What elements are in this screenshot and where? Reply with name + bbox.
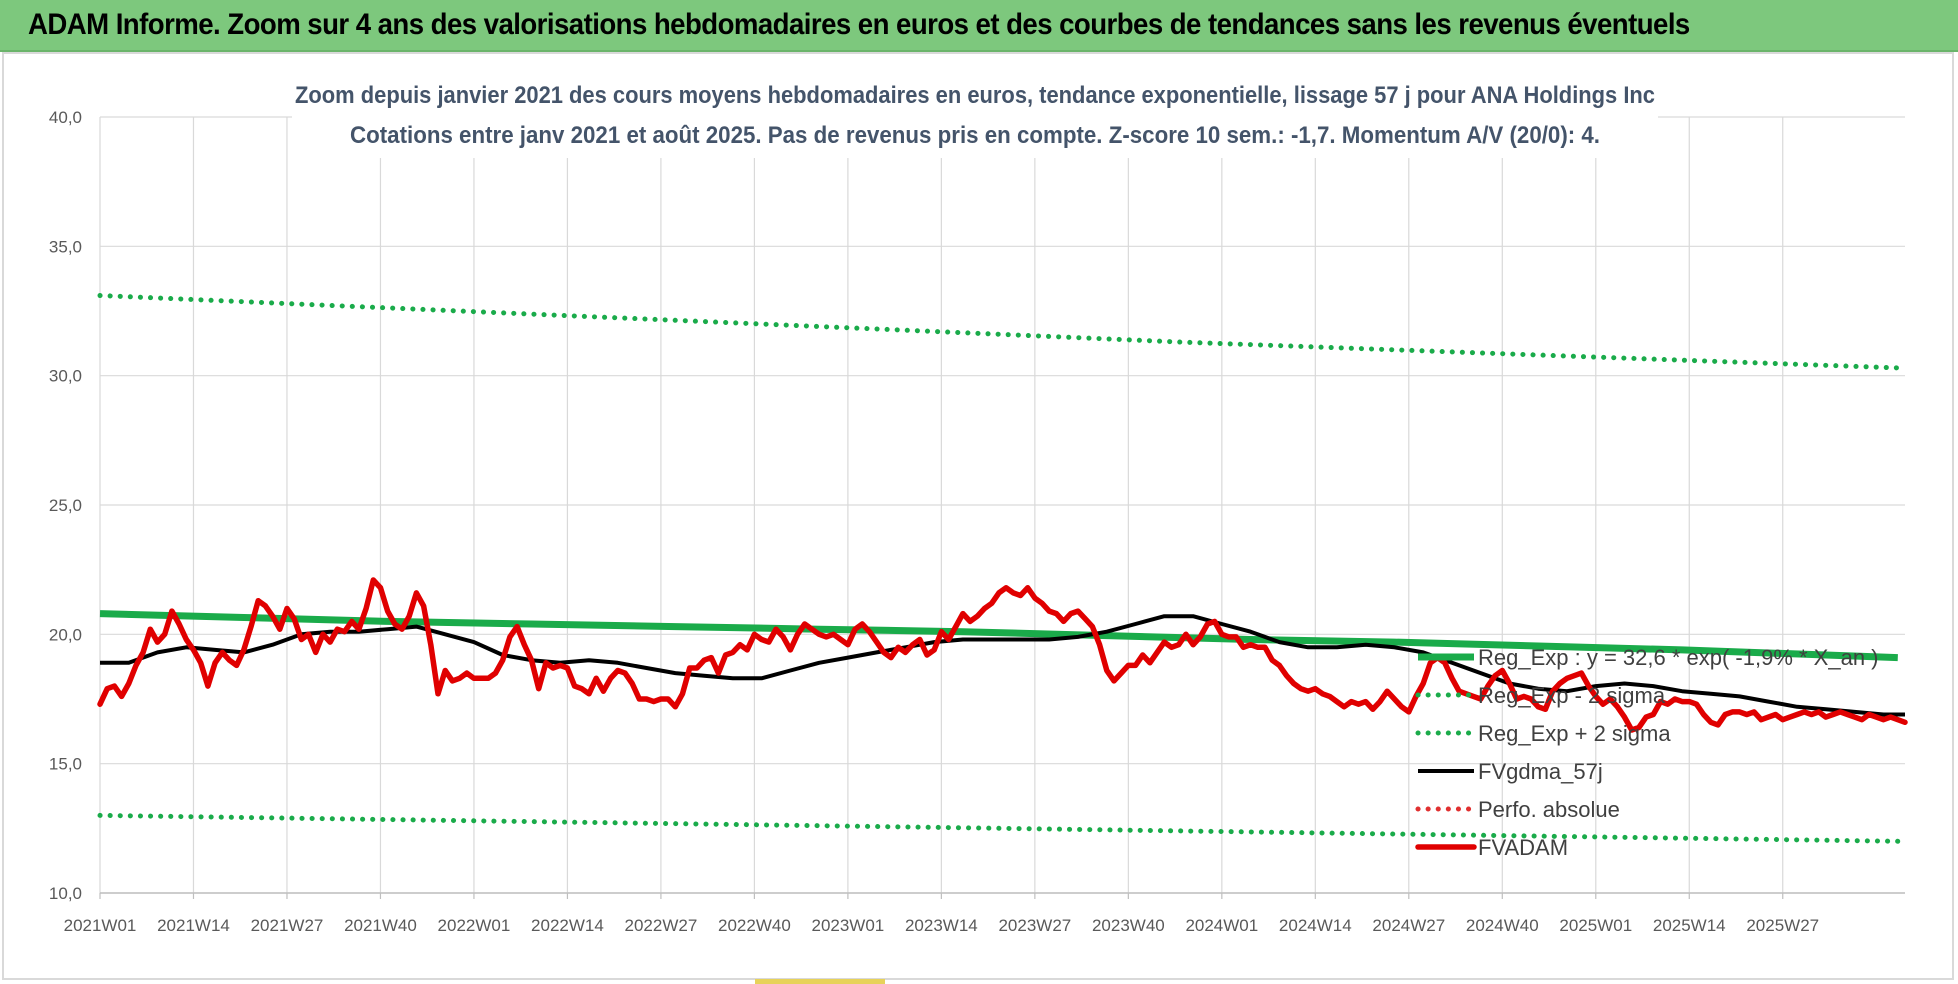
x-tick-label: 2024W40	[1466, 916, 1539, 935]
y-tick-label: 15,0	[49, 755, 82, 774]
report-banner: ADAM Informe. Zoom sur 4 ans des valoris…	[0, 0, 1958, 52]
x-tick-label: 2022W27	[625, 916, 698, 935]
x-tick-label: 2023W01	[811, 916, 884, 935]
y-tick-label: 25,0	[49, 496, 82, 515]
series-line-reg-exp-2-sigma	[97, 812, 1901, 844]
series-line-reg-exp-y-32-6-exp-1-9-x-an	[99, 610, 1898, 662]
y-tick-label: 35,0	[49, 237, 82, 256]
series-line-fvadam	[97, 577, 1908, 733]
y-tick-label: 30,0	[49, 367, 82, 386]
series-line-reg-exp-2-sigma	[97, 293, 1901, 371]
legend-label: Perfo. absolue	[1478, 797, 1620, 822]
gridlines	[99, 116, 1905, 899]
x-tick-label: 2022W01	[438, 916, 511, 935]
x-tick-label: 2025W01	[1559, 916, 1632, 935]
x-tick-label: 2022W14	[531, 916, 604, 935]
series-layer	[97, 293, 1908, 844]
x-tick-label: 2023W27	[998, 916, 1071, 935]
x-tick-label: 2023W40	[1092, 916, 1165, 935]
x-tick-label: 2021W40	[344, 916, 417, 935]
legend-label: FVgdma_57j	[1478, 759, 1603, 784]
x-tick-label: 2024W14	[1279, 916, 1352, 935]
x-tick-label: 2024W01	[1185, 916, 1258, 935]
y-tick-label: 40,0	[49, 108, 82, 127]
legend: Reg_Exp : y = 32,6 * exp( -1,9% * X_an )…	[1415, 645, 1879, 860]
legend-label: FVADAM	[1478, 835, 1568, 860]
legend-label: Reg_Exp : y = 32,6 * exp( -1,9% * X_an )	[1478, 645, 1879, 670]
x-tick-label: 2021W14	[157, 916, 230, 935]
chart-frame	[2, 52, 1954, 980]
selection-marker	[755, 979, 885, 984]
x-tick-label: 2021W01	[64, 916, 137, 935]
x-tick-label: 2023W14	[905, 916, 978, 935]
chart-title-line-2: Cotations entre janv 2021 et août 2025. …	[350, 122, 1600, 149]
legend-label: Reg_Exp + 2 sigma	[1478, 721, 1671, 746]
y-axis-ticks: 10,0 15,0 20,0 25,0 30,0 35,0 40,0	[49, 108, 82, 903]
report-title: ADAM Informe. Zoom sur 4 ans des valoris…	[28, 8, 1690, 41]
chart-title-line-1: Zoom depuis janvier 2021 des cours moyen…	[295, 82, 1655, 109]
legend-label: Reg_Exp - 2 sigma	[1478, 683, 1666, 708]
title-backdrop	[292, 74, 1658, 158]
y-tick-label: 20,0	[49, 625, 82, 644]
y-tick-label: 10,0	[49, 884, 82, 903]
x-tick-label: 2025W14	[1653, 916, 1726, 935]
x-tick-label: 2022W40	[718, 916, 791, 935]
x-tick-label: 2024W27	[1372, 916, 1445, 935]
x-axis-ticks: 2021W01 2021W14 2021W27 2021W40 2022W01 2022W…	[64, 916, 1820, 935]
x-tick-label: 2025W27	[1746, 916, 1819, 935]
x-tick-label: 2021W27	[251, 916, 324, 935]
